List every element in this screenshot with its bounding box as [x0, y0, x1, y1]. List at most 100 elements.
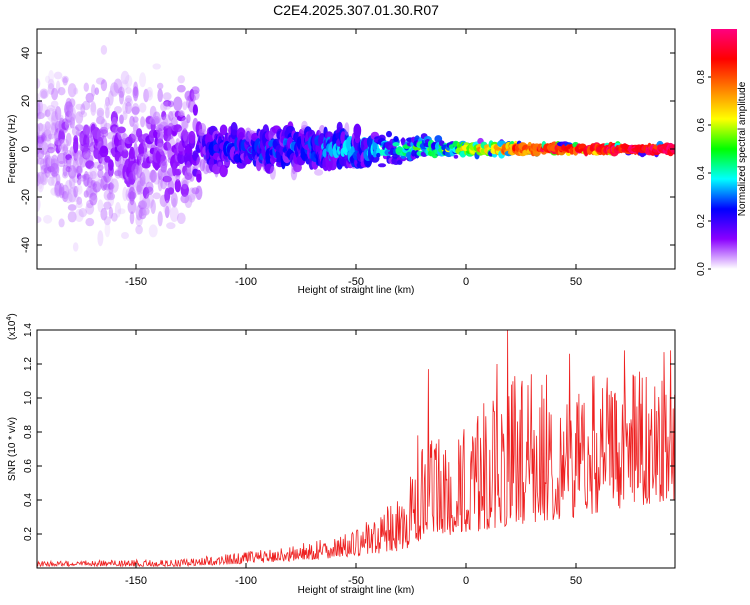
spectrogram-cell-145: [69, 98, 76, 108]
snr-y-tick-label-4: 1.0: [23, 391, 34, 405]
spectrogram-cell-56: [47, 83, 55, 95]
spectrogram-cell-445: [143, 152, 150, 159]
spectrogram-cell-400: [131, 162, 140, 176]
colorbar-tick-label-1: 0.2: [696, 214, 707, 228]
spectrogram-cell-219: [87, 186, 93, 196]
spectrogram-cell-91: [54, 112, 62, 129]
spectrogram-cell-1654: [670, 148, 675, 154]
snr-y-tick-label-1: 0.4: [23, 493, 34, 507]
spectrogram-cell-69: [51, 108, 58, 121]
spectrogram-cell-42: [44, 126, 52, 137]
spectrogram-cell-143: [67, 187, 77, 203]
snr-x-tick-label-1: -100: [235, 575, 257, 587]
spectrogram-y-tick-label-1: -20: [20, 189, 32, 205]
spectrogram-cell-13: [37, 101, 41, 117]
spectrogram-cell-452: [145, 186, 154, 196]
spectrogram-x-tick-label-4: 50: [570, 276, 582, 288]
spectrogram-cell-23: [37, 148, 45, 159]
spectrogram-cell-1179: [392, 142, 400, 147]
spectrogram-cell-136: [65, 180, 73, 189]
spectrogram-cell-283: [103, 216, 111, 226]
svg-text:(x104): (x104): [6, 313, 18, 340]
spectrogram-cell-440: [143, 143, 149, 157]
spectrogram-panel: -150 -100 -50 0 50 -40 -20 0 20 40 Height of str…: [7, 28, 676, 296]
spectrogram-cell-446: [142, 207, 150, 215]
spectrogram-cell-93: [54, 180, 62, 197]
spectrogram-cell-233: [90, 101, 97, 116]
spectrogram-cell-28: [41, 172, 47, 183]
spectrogram-cell-502: [157, 82, 164, 90]
spectrogram-cell-68: [46, 105, 56, 112]
spectrogram-cell-77: [49, 162, 60, 177]
spectrogram-cell-419: [138, 142, 148, 157]
spectrogram-cell-298: [108, 206, 114, 219]
spectrogram-cell-312: [110, 178, 119, 193]
spectrogram-cell-140: [67, 165, 77, 179]
spectrogram-cell-632: [191, 86, 200, 95]
spectrogram-cell-457: [146, 156, 154, 164]
colorbar-label: Normalized spectral amplitude: [737, 81, 748, 216]
spectrogram-cell-148: [67, 204, 77, 211]
colorbar: 0.0 0.2 0.4 0.6 0.8 Normalized spectral ampl…: [696, 29, 748, 276]
spectrogram-cell-34: [41, 132, 47, 143]
spectrogram-cell-977: [314, 169, 324, 176]
spectrogram-cell-386: [129, 211, 135, 225]
spectrogram-cell-528: [162, 92, 172, 101]
spectrogram-y-ticks: -40 -20 0 20 40: [20, 47, 675, 253]
spectrogram-cell-213: [86, 149, 94, 163]
spectrogram-cell-162: [71, 186, 80, 193]
spectrogram-cell-253: [97, 169, 104, 179]
spectrogram-cell-348: [117, 208, 126, 215]
spectrogram-cell-390: [128, 133, 136, 144]
spectrogram-cell-146: [68, 105, 76, 122]
spectrogram-cell-498: [156, 142, 164, 152]
spectrogram-cell-188: [80, 103, 86, 115]
spectrogram-cell-19: [37, 177, 44, 193]
spectrogram-cell-74: [51, 87, 59, 101]
spectrogram-cell-177: [76, 196, 83, 205]
spectrogram-cell-380: [127, 199, 137, 214]
spectrogram-cell-279: [105, 106, 110, 119]
spectrogram-cell-347: [118, 86, 125, 98]
spectrogram-cell-274: [100, 207, 108, 221]
spectrogram-cell-470: [149, 169, 157, 183]
spectrogram-cell-166: [73, 137, 79, 154]
spectrogram-cell-624: [188, 130, 196, 144]
spectrogram-cell-648: [199, 159, 206, 172]
spectrogram-cell-506: [161, 110, 167, 121]
spectrogram-cell-544: [168, 168, 174, 178]
spectrogram-cell-352: [121, 232, 129, 239]
spectrogram-cell-144: [69, 116, 75, 129]
spectrogram-cell-65: [46, 107, 56, 122]
spectrogram-cell-500: [157, 127, 164, 144]
spectrogram-cell-353: [122, 102, 128, 115]
figure-title: C2E4.2025.307.01.30.R07: [273, 2, 439, 18]
spectrogram-cell-7: [37, 107, 42, 122]
spectrogram-cell-487: [152, 111, 161, 126]
spectrogram-cell-12: [37, 92, 41, 108]
spectrogram-cell-135: [64, 192, 73, 204]
colorbar-ticks: 0.0 0.2 0.4 0.6 0.8: [696, 70, 711, 276]
spectrogram-cell-139: [69, 111, 76, 125]
spectrogram-cell-1186: [396, 159, 403, 165]
spectrogram-cell-1278: [453, 154, 459, 159]
spectrogram-cell-102: [58, 129, 65, 144]
snr-x-tick-label-3: 0: [463, 575, 469, 587]
spectrogram-cell-24: [37, 171, 45, 185]
colorbar-tick-label-3: 0.6: [696, 118, 707, 132]
spectrogram-cell-458: [147, 90, 153, 98]
spectrogram-cell-252: [95, 77, 105, 85]
spectrogram-cell-613: [185, 160, 192, 177]
spectrogram-cell-137: [65, 187, 72, 195]
spectrogram-cell-403: [132, 86, 139, 102]
spectrogram-cell-163: [73, 185, 79, 198]
spectrogram-cell-58: [48, 133, 55, 140]
spectrogram-cell-325: [114, 202, 122, 218]
spectrogram-cell-478: [152, 63, 161, 70]
spectrogram-cell-847: [269, 165, 276, 180]
spectrogram-cell-489: [157, 211, 163, 227]
spectrogram-cell-214: [85, 92, 95, 103]
spectrogram-cell-466: [149, 105, 157, 119]
spectrogram-cell-337: [117, 126, 126, 134]
spectrogram-cell-549: [169, 206, 179, 222]
